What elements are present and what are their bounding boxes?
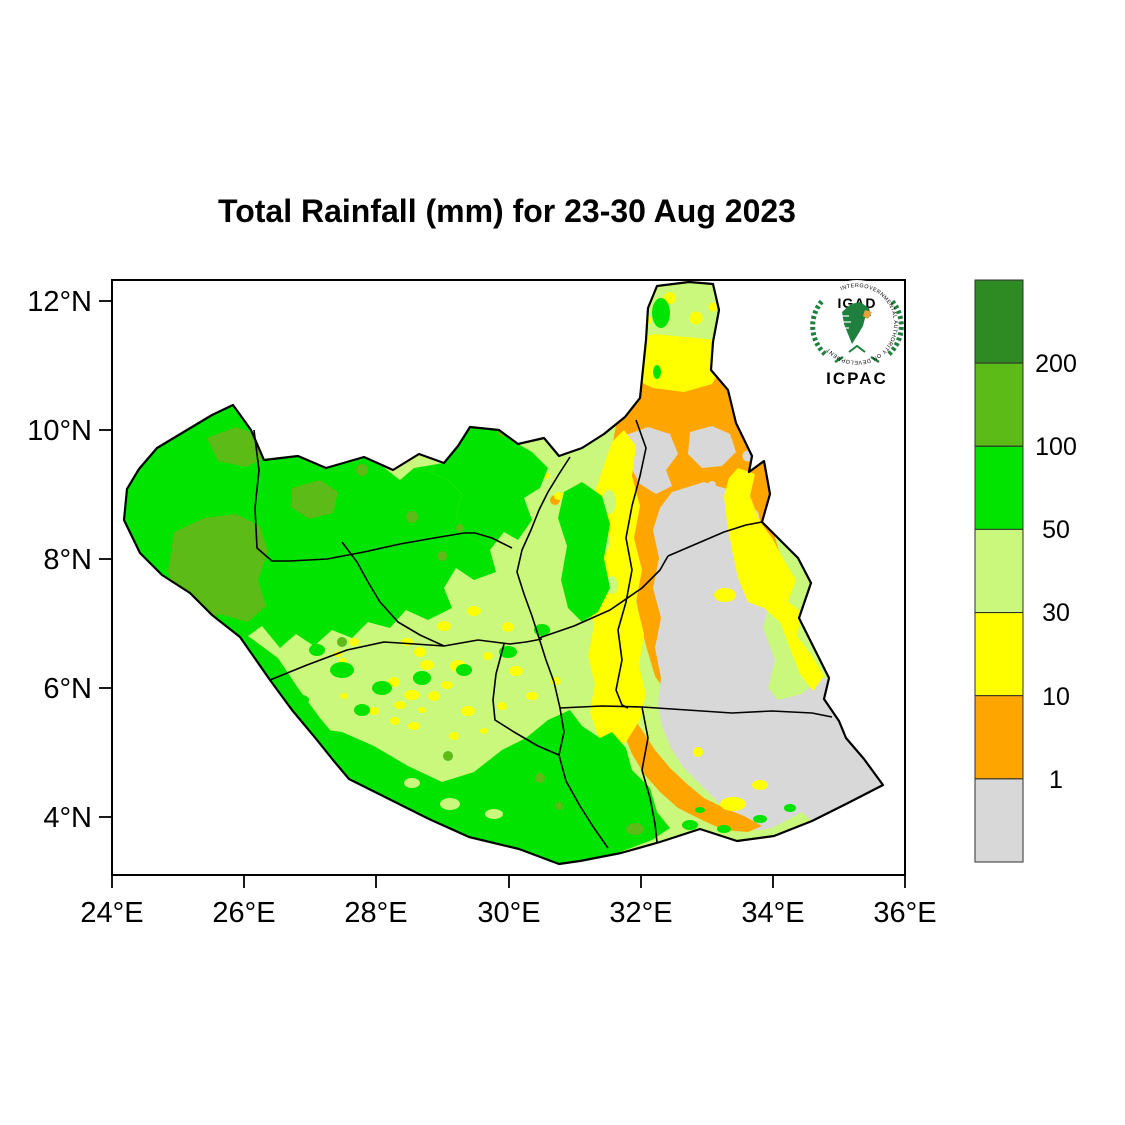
swatch-50-100 <box>974 445 1024 530</box>
colorbar-label: 10 <box>1042 683 1070 711</box>
rain-pale-pockets-south <box>404 778 503 819</box>
swatch-gt-200 <box>974 279 1024 364</box>
rain-green-panhandle <box>652 298 670 379</box>
horn-of-africa-icon <box>863 310 872 319</box>
y-tick-label: 4°N <box>43 802 92 834</box>
y-tick-label: 6°N <box>43 673 92 705</box>
rain-yellow-speckle <box>334 467 564 740</box>
rain-green-south <box>307 710 670 863</box>
y-tick-label: 8°N <box>43 544 92 576</box>
swatch-1-10 <box>974 695 1024 780</box>
rain-green-blobs <box>295 624 550 716</box>
rain-orange-south-band <box>623 710 762 832</box>
x-tick-label: 24°E <box>80 897 143 929</box>
rain-green-west <box>124 405 504 779</box>
rain-pale-se-strip <box>664 812 812 841</box>
logo-wreath-icon <box>810 298 904 364</box>
rain-yellow-panhandle <box>623 292 724 392</box>
y-tick-marks <box>99 300 112 818</box>
colorbar-label: 50 <box>1042 516 1070 544</box>
rain-green-north-central <box>414 427 548 546</box>
colorbar-label: 200 <box>1035 350 1077 378</box>
colorbar-swatches <box>974 279 1024 863</box>
state-boundaries <box>253 419 833 849</box>
colorbar-label: 100 <box>1035 433 1077 461</box>
y-axis: 12°N 10°N 8°N 6°N 4°N <box>27 286 112 834</box>
logo-speed-lines-icon <box>835 315 851 329</box>
x-tick-label: 34°E <box>741 897 804 929</box>
country-outline <box>122 280 885 866</box>
y-tick-label: 10°N <box>27 415 92 447</box>
y-tick-label: 12°N <box>27 286 92 318</box>
colorbar-label: 30 <box>1042 599 1070 627</box>
rain-green-se-dots <box>682 804 796 833</box>
chart-title: Total Rainfall (mm) for 23-30 Aug 2023 <box>218 193 796 229</box>
swatch-30-50 <box>974 528 1024 614</box>
swatch-100-200 <box>974 362 1024 447</box>
igad-logo: INTERGOVERNMENTAL AUTHORITY ON DEVELOPME… <box>810 280 904 388</box>
swatch-lt-1 <box>974 778 1024 863</box>
rain-yellow-pockets <box>693 588 768 811</box>
x-tick-label: 26°E <box>212 897 275 929</box>
colorbar: 200 100 50 30 10 1 <box>974 279 1077 863</box>
x-axis: 24°E 26°E 28°E 30°E 32°E 34°E 36°E <box>80 875 937 929</box>
rain-green-unity <box>558 482 610 622</box>
x-tick-label: 32°E <box>609 897 672 929</box>
x-tick-label: 30°E <box>477 897 540 929</box>
swatch-10-30 <box>974 612 1024 697</box>
x-tick-marks <box>111 875 906 888</box>
x-tick-label: 36°E <box>873 897 936 929</box>
logo-icpac-text: ICPAC <box>826 369 888 388</box>
x-tick-label: 28°E <box>344 897 407 929</box>
rain-gray-east <box>653 482 883 836</box>
colorbar-label: 1 <box>1049 766 1063 794</box>
africa-icon <box>842 302 871 344</box>
